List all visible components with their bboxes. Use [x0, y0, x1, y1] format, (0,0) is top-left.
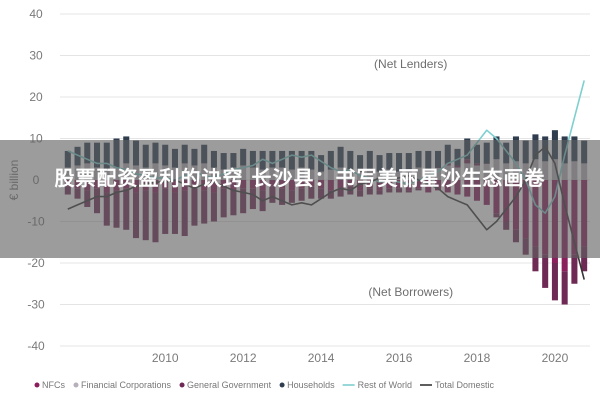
y-tick-label: 40: [29, 7, 43, 21]
net-borrowers-annotation: (Net Borrowers): [368, 285, 453, 299]
legend-label: Financial Corporations: [81, 380, 172, 390]
banner-title: 股票配资盈利的诀窍 长沙县：书写美丽星沙生态画卷: [54, 166, 546, 190]
overlay-banner: 股票配资盈利的诀窍 长沙县：书写美丽星沙生态画卷: [0, 140, 600, 258]
legend-marker-dot: [179, 382, 185, 388]
legend-marker-dot: [34, 382, 40, 388]
y-tick-label: 20: [29, 90, 43, 104]
legend-label: NFCs: [42, 380, 65, 390]
legend-label: Households: [287, 380, 335, 390]
legend-marker-dot: [73, 382, 79, 388]
bar-general-government: [532, 246, 539, 272]
x-tick-label: 2016: [386, 351, 413, 365]
legend-label: Rest of World: [358, 380, 412, 390]
x-tick-label: 2012: [230, 351, 257, 365]
bar-general-government: [542, 254, 549, 288]
x-tick-label: 2020: [542, 351, 569, 365]
legend-marker-dot: [279, 382, 285, 388]
legend: NFCs Financial Corporations General Govern…: [34, 380, 495, 390]
bar-general-government: [561, 271, 568, 305]
bar-general-government: [571, 254, 578, 284]
net-lenders-annotation: (Net Lenders): [374, 57, 447, 71]
y-tick-label: -40: [27, 339, 45, 353]
annotations: (Net Lenders) (Net Borrowers): [368, 57, 453, 299]
y-tick-label: 30: [29, 49, 43, 63]
bar-general-government: [551, 263, 558, 301]
x-tick-label: 2010: [152, 351, 179, 365]
legend-label: Total Domestic: [435, 380, 495, 390]
x-tick-label: 2018: [464, 351, 491, 365]
x-tick-label: 2014: [308, 351, 335, 365]
y-tick-label: -30: [27, 298, 45, 312]
legend-label: General Government: [187, 380, 272, 390]
bar-general-government: [581, 246, 588, 272]
y-tick-label: -20: [27, 256, 45, 270]
